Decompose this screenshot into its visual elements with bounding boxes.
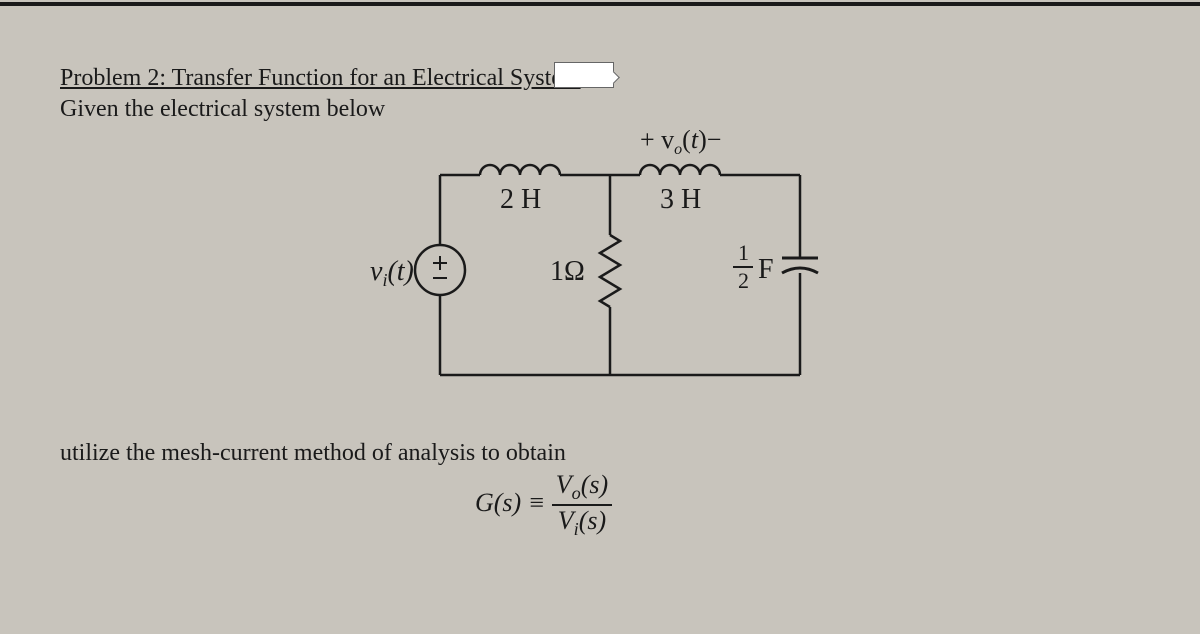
circuit-svg: vi(t) + vo(t)− 2 H 3 H 1Ω 1 2 F — [360, 130, 860, 410]
transfer-function-formula: G(s) ≡ Vo(s) Vi(s) — [475, 470, 612, 540]
capacitor-label: 1 2 F — [733, 240, 774, 293]
document-page: Problem 2: Transfer Function for an Elec… — [0, 0, 1200, 143]
formula-lhs: G(s) ≡ — [475, 488, 545, 517]
inductor2-label: 3 H — [660, 184, 701, 215]
svg-text:1: 1 — [738, 240, 749, 265]
instruction-text: utilize the mesh-current method of analy… — [60, 440, 566, 467]
inductor1-label: 2 H — [500, 184, 541, 215]
output-label: + vo(t)− — [640, 130, 721, 158]
svg-text:F: F — [758, 254, 774, 285]
formula-numerator: Vo(s) — [552, 470, 612, 506]
svg-text:2: 2 — [738, 268, 749, 293]
formula-denominator: Vi(s) — [552, 506, 612, 540]
circuit-diagram: vi(t) + vo(t)− 2 H 3 H 1Ω 1 2 F — [360, 130, 860, 410]
redaction-mark — [554, 62, 614, 88]
problem-given-text: Given the electrical system below — [60, 96, 1140, 123]
resistor-label: 1Ω — [550, 256, 585, 287]
source-label: vi(t) — [370, 256, 414, 290]
